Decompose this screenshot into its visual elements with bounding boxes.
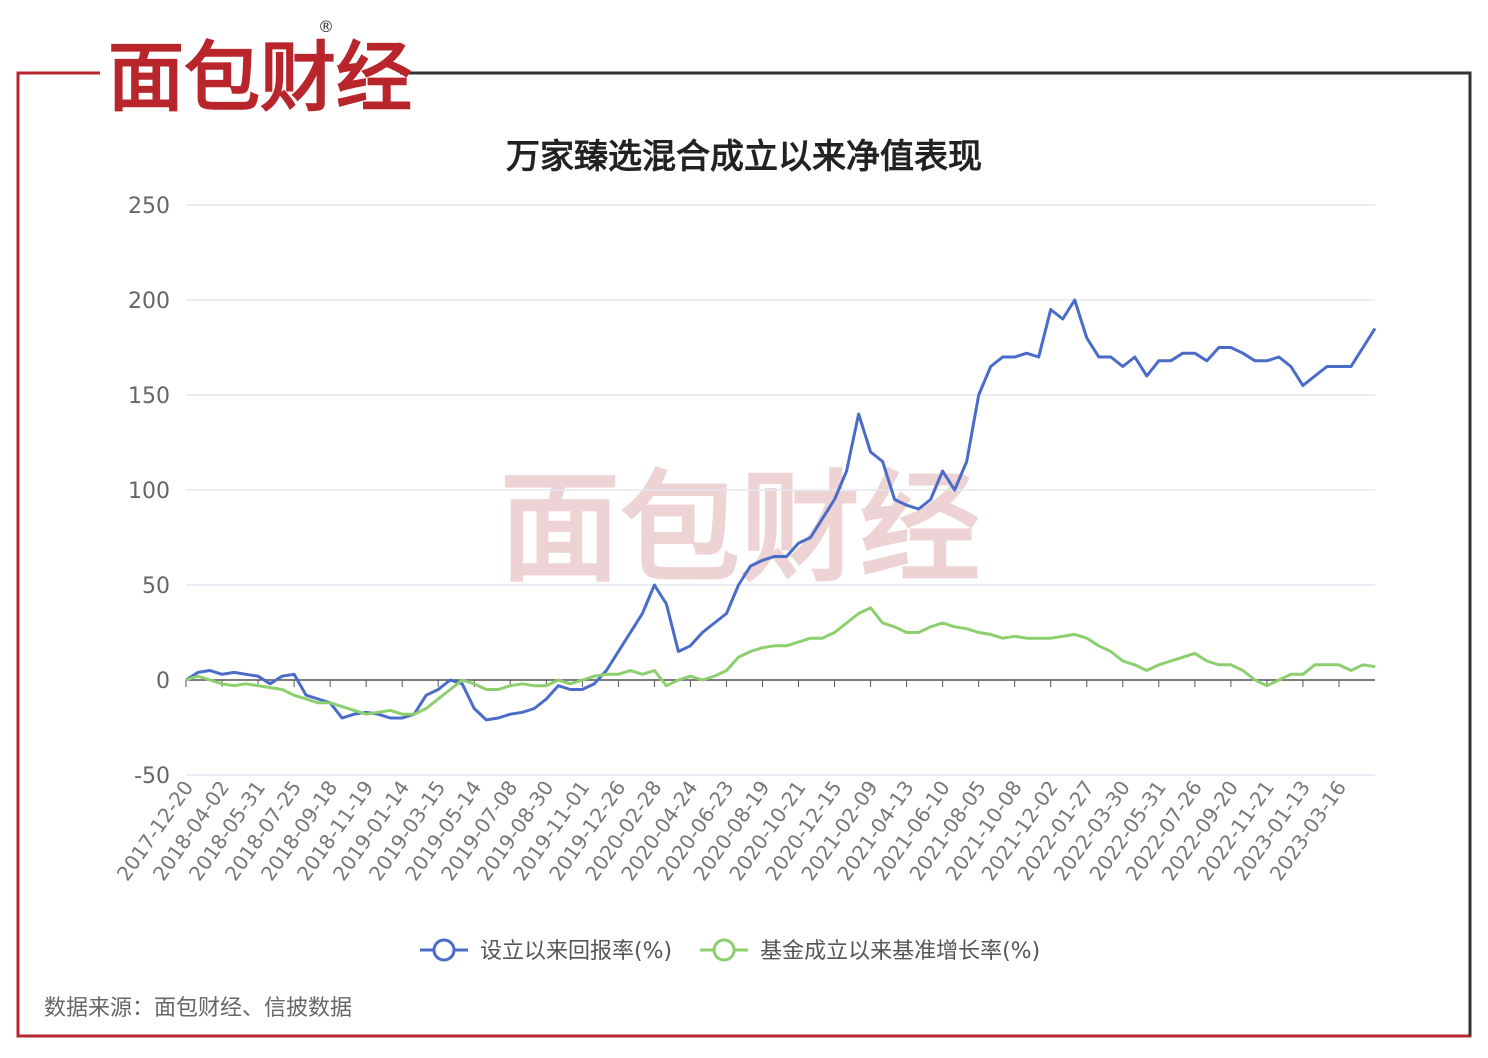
- legend-marker: [712, 938, 736, 962]
- series-line: [185, 606, 1376, 716]
- y-tick-label: 150: [128, 384, 170, 409]
- legend-label: 基金成立以来基准增长率(%): [760, 939, 1040, 964]
- y-tick-label: 100: [128, 479, 170, 504]
- logo: 面包财经: [108, 33, 412, 122]
- legend-label: 设立以来回报率(%): [480, 939, 672, 964]
- y-tick-label: 250: [128, 194, 170, 219]
- watermark: 面包财经: [500, 460, 980, 599]
- y-tick-label: 0: [156, 669, 170, 694]
- frame-top: [400, 71, 1472, 1036]
- y-tick-label: -50: [134, 764, 170, 789]
- series-line: [185, 298, 1377, 722]
- chart-title: 万家臻选混合成立以来净值表现: [506, 137, 982, 177]
- source: 数据来源：面包财经、信披数据: [44, 996, 352, 1021]
- logo-mark: ®: [318, 17, 334, 36]
- y-tick-label: 200: [128, 289, 170, 314]
- y-tick-label: 50: [142, 574, 170, 599]
- legend-marker: [432, 938, 456, 962]
